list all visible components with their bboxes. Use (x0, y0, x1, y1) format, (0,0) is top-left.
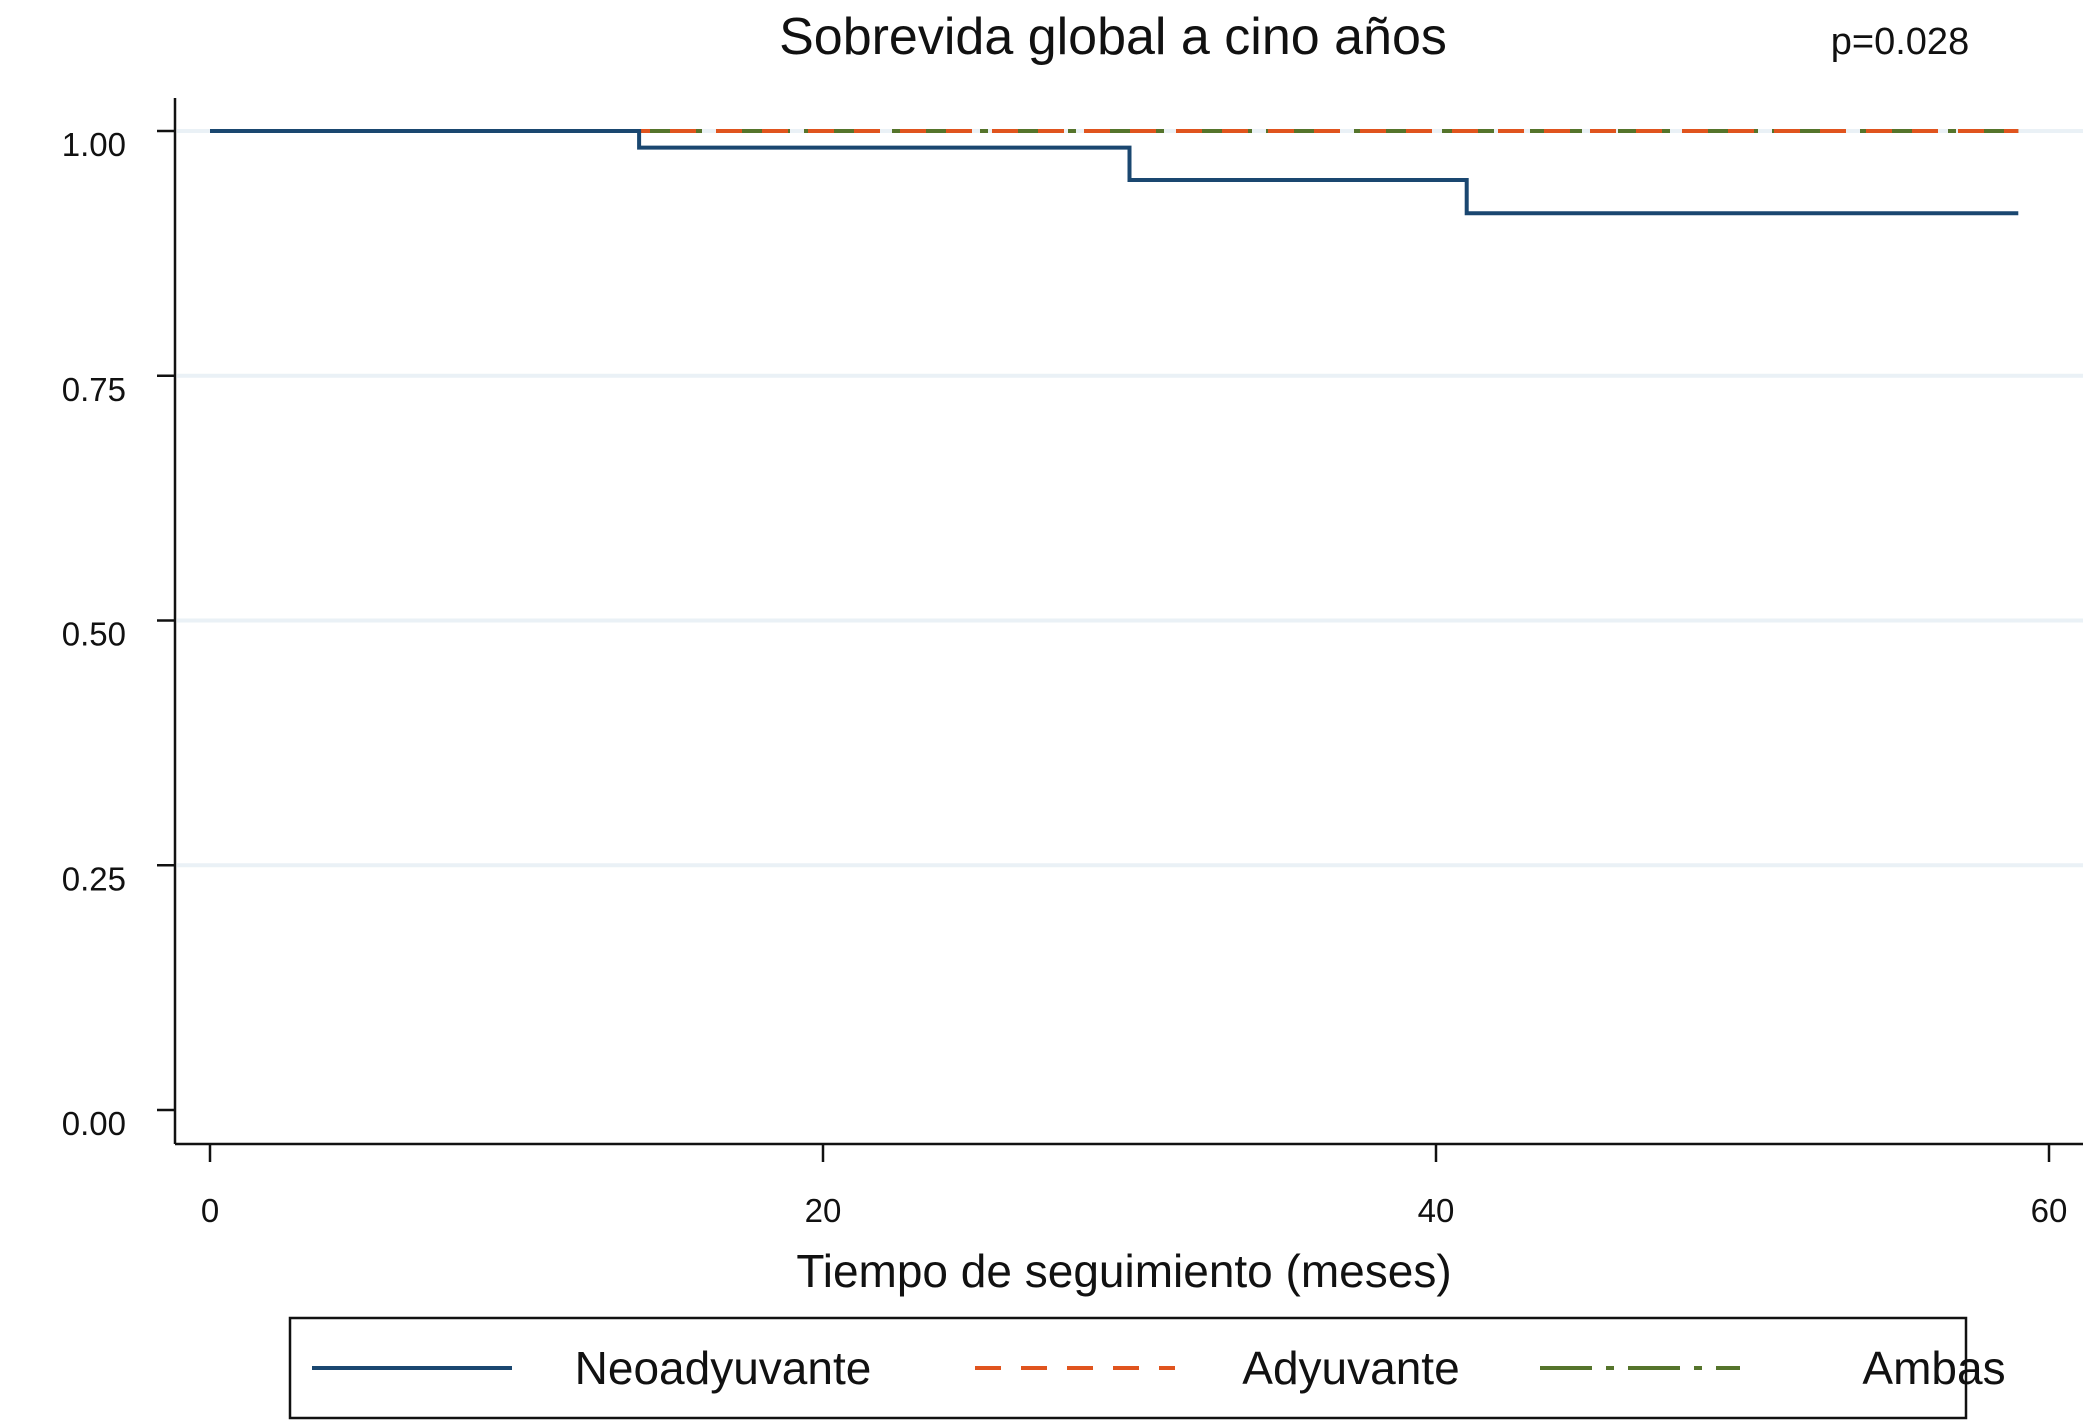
y-tick-label: 0.75 (62, 371, 126, 408)
y-tick-label: 0.25 (62, 860, 126, 897)
x-tick-label: 0 (201, 1192, 219, 1229)
x-axis-label: Tiempo de seguimiento (meses) (796, 1245, 1451, 1297)
x-tick-label: 60 (2031, 1192, 2068, 1229)
series-lines (210, 129, 2019, 216)
y-tick-label: 1.00 (62, 126, 126, 163)
y-tick-label: 0.50 (62, 616, 126, 653)
chart-title: Sobrevida global a cino años (779, 8, 1447, 66)
legend: Neoadyuvante Adyuvante Ambas (288, 1316, 2006, 1420)
legend-label-neoadyuvante: Neoadyuvante (575, 1342, 872, 1394)
series-line-neoadyuvante (210, 129, 2019, 216)
p-value-annotation: p=0.028 (1831, 21, 1969, 63)
x-axis-ticks: 0 20 40 60 (201, 1144, 2068, 1229)
y-axis-ticks: 0.00 0.25 0.50 0.75 1.00 (62, 126, 175, 1142)
y-tick-label: 0.00 (62, 1105, 126, 1142)
x-tick-label: 20 (805, 1192, 842, 1229)
legend-label-ambas: Ambas (1862, 1342, 2005, 1394)
legend-label-adyuvante: Adyuvante (1242, 1342, 1459, 1394)
x-tick-label: 40 (1418, 1192, 1455, 1229)
